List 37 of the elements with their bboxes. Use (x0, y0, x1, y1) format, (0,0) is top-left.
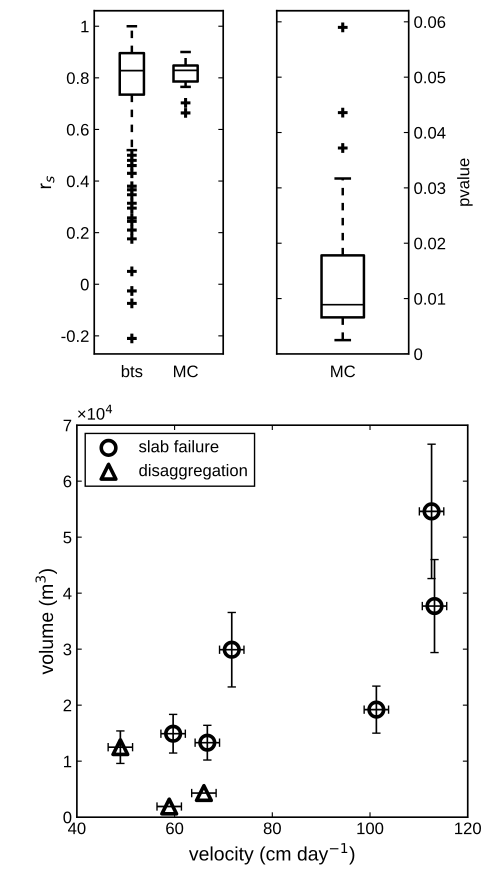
y-axis-title: volume (m$^{3}$) (35, 569, 57, 674)
y2-axis-title: pvalue (457, 158, 473, 206)
x-tick-label: MC (174, 365, 198, 378)
x-tick-label: 60 (166, 822, 184, 834)
x-tick-label: bts (122, 365, 142, 378)
y-tick-label: 5 (63, 532, 72, 544)
y-tick-label: 4 (63, 588, 72, 600)
y-tick-label: 0.6 (66, 124, 89, 136)
legend-label: disaggregation (139, 464, 247, 480)
x-tick-label: 40 (68, 822, 86, 834)
y-tick-label: 1 (81, 20, 89, 32)
y-tick-label: 1 (64, 756, 72, 768)
y-tick-label: 0.2 (66, 227, 89, 239)
x-tick-label: 120 (455, 822, 481, 834)
y2-tick-label: 0.05 (414, 72, 446, 84)
y-tick-label: 3 (63, 644, 72, 656)
text: ×10$^{4}$ (78, 404, 112, 420)
y-tick-label: 0 (80, 278, 89, 290)
y2-tick-label: 0 (414, 348, 422, 360)
y2-tick-label: 0.06 (414, 16, 446, 28)
y2-tick-label: 0.02 (414, 238, 446, 250)
y2-tick-label: 0.04 (414, 126, 446, 139)
y-tick-label: 2 (64, 700, 72, 712)
x-tick-label: MC (331, 365, 356, 378)
y2-tick-label: 0.01 (414, 292, 446, 305)
x-axis-title: velocity (cm day$^{−1}$) (188, 843, 354, 865)
y-tick-label: -0.2 (61, 330, 89, 342)
y-tick-label: 0.8 (66, 72, 89, 84)
y-tick-label: 7 (64, 420, 72, 432)
y-axis-title: r$_{s}$ (40, 176, 54, 188)
y2-tick-label: 0.03 (414, 182, 446, 194)
x-tick-label: 80 (264, 822, 281, 834)
x-tick-label: 100 (357, 822, 384, 834)
y-tick-label: 0 (63, 812, 72, 824)
y-tick-label: 6 (64, 476, 72, 488)
y-tick-label: 0.4 (66, 175, 89, 188)
legend-label: slab failure (139, 440, 218, 452)
